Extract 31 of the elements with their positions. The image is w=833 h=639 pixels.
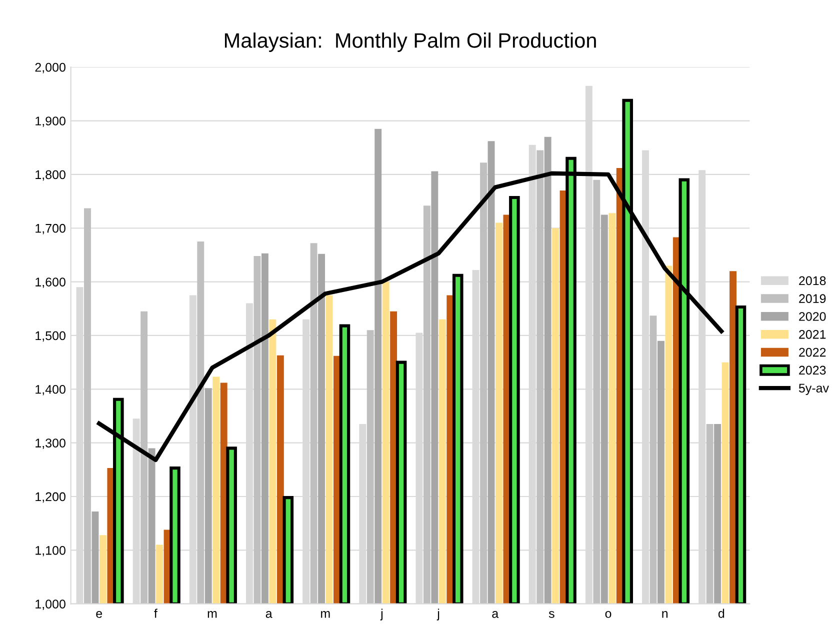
x-tick-label: o [605, 611, 612, 618]
y-tick-label: 1,300 [36, 438, 66, 449]
legend-label: 2020 [799, 312, 826, 321]
legend-label: 2019 [799, 294, 826, 304]
x-tick-label: f [154, 608, 158, 618]
legend-label: 2021 [799, 330, 826, 339]
y-tick-label: 1,400 [36, 384, 66, 396]
x-tick-label: j [436, 608, 440, 620]
y-tick-label: 1,100 [36, 546, 66, 556]
y-tick-label: 1,800 [36, 170, 66, 181]
x-tick-label: d [718, 608, 724, 618]
chart-title: Malaysian: Monthly Palm Oil Production [224, 32, 596, 52]
x-tick-label: j [380, 608, 383, 620]
x-tick-label: a [492, 611, 499, 618]
legend-label: 5y-av [798, 384, 829, 396]
x-tick-label: a [266, 611, 272, 618]
y-tick-label: 1,900 [36, 116, 66, 127]
legend-label: 2022 [799, 348, 826, 357]
x-tick-label: s [548, 611, 554, 618]
x-tick-label: e [96, 611, 102, 618]
legend-label: 2018 [799, 276, 826, 286]
y-tick-label: 1,200 [36, 492, 66, 503]
y-tick-label: 1,700 [36, 224, 66, 234]
x-tick-label: n [662, 611, 668, 618]
y-tick-label: 2,000 [35, 62, 66, 74]
x-tick-label: m [321, 611, 330, 618]
y-tick-label: 1,500 [36, 331, 66, 342]
y-tick-label: 1,000 [36, 600, 66, 610]
legend-label: 2023 [799, 366, 826, 375]
x-tick-label: m [208, 611, 217, 618]
y-tick-label: 1,600 [36, 278, 66, 288]
